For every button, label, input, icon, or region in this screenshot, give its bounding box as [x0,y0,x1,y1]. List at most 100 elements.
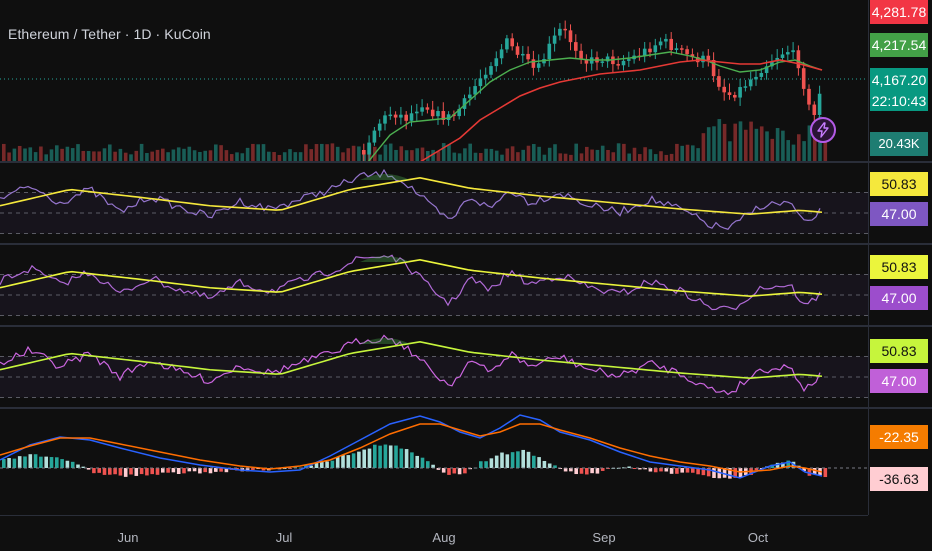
macd-histogram-bar [251,468,255,470]
volume-bar [161,148,165,161]
lightning-icon [817,122,829,138]
pane-divider[interactable] [0,243,932,245]
volume-bar [728,141,732,161]
volume-bar [770,138,775,161]
volume-bar [341,152,345,161]
macd-histogram-bar [489,458,494,468]
volume-bar [288,149,292,161]
fast-ma-line [367,51,823,163]
volume-bar [17,145,22,161]
macd-histogram-bar [351,453,356,468]
volume-bar [712,126,716,161]
volume-bar [426,150,430,161]
volume-bar [139,143,144,161]
volume-bar [81,150,86,161]
volume-bar [65,146,70,161]
candle-body [690,54,695,58]
volume-bar [669,153,674,161]
volume-bar [569,154,573,161]
candle-body [627,59,631,61]
macd-tag: -22.35 [870,425,928,449]
last-price-tag: 4,167.20 [870,68,928,92]
volume-bar [251,143,255,161]
candle-body [505,38,509,50]
macd-histogram-bar [399,448,404,468]
month-label: Jul [275,530,293,545]
macd-histogram-bar [823,468,828,478]
candle-body [393,114,398,118]
pane-divider[interactable] [0,325,932,327]
osc-ma-line [0,258,823,298]
volume-bar [616,143,621,161]
volume-bar [388,143,393,161]
alert-button[interactable] [810,117,836,143]
macd-histogram-bar [134,468,139,476]
macd-histogram-bar [245,468,250,472]
macd-histogram-bar [595,468,600,474]
volume-bar [39,146,43,161]
candle-body [727,92,732,95]
macd-histogram-bar [494,455,499,468]
volume-bar [759,126,764,161]
macd-histogram-bar [675,468,679,474]
candle-body [812,104,817,115]
macd-histogram-bar [388,445,393,468]
volume-bar [7,152,11,161]
macd-histogram-bar [786,460,790,468]
macd-histogram-bar [526,451,531,468]
candle-body [738,87,742,98]
osc1-lower-tag: 47.00 [870,202,928,226]
chart-title[interactable]: Ethereum / Tether · 1D · KuCoin [8,26,211,42]
month-label: Aug [432,530,456,545]
macd-histogram-bar [452,468,457,474]
volume-bar [648,149,653,161]
pane-divider[interactable] [0,407,932,409]
macd-histogram-bar [2,459,6,468]
macd-histogram-bar [802,468,806,472]
volume-bar [574,143,578,161]
month-label: Oct [747,530,769,545]
candle-body [568,30,573,43]
volume-bar [680,145,684,161]
candle-body [674,48,679,51]
volume-bar [76,144,80,161]
macd-histogram-bar [585,468,589,475]
pane-divider[interactable] [0,161,932,163]
macd-histogram-bar [123,468,128,477]
candle-body [717,76,721,87]
volume-bar [33,152,38,161]
volume-bar [691,145,695,161]
candle-body [796,50,801,69]
candle-body [605,56,610,62]
overbought-fill [360,256,410,262]
macd-histogram-bar [696,468,700,475]
candle-body [722,86,726,93]
price-scale[interactable] [868,0,932,515]
candle-body [367,142,371,155]
time-axis[interactable]: Jun Jul Aug Sep Oct [0,515,868,551]
volume-bar [97,151,101,161]
macd-histogram-bar [542,460,547,468]
candle-body [489,66,493,75]
macd-histogram-bar [187,468,192,472]
macd-histogram-bar [219,468,223,472]
volume-bar [12,148,17,161]
macd-histogram-bar [108,468,112,475]
macd-histogram-bar [182,468,186,474]
volume-bar [399,146,404,161]
volume-bar [351,145,356,161]
candle-body [441,111,446,120]
macd-histogram-bar [754,468,759,471]
osc2-lower-tag: 47.00 [870,286,928,310]
volume-bar [452,152,457,161]
macd-histogram-bar [44,456,48,468]
volume-bar [203,150,207,161]
macd-histogram-bar [415,455,419,468]
volume-bar [49,149,54,161]
macd-histogram-bar [622,467,626,469]
volume-bar [664,154,669,161]
macd-histogram-bar [500,452,504,468]
candle-body [536,63,541,68]
macd-histogram-bar [510,452,515,468]
